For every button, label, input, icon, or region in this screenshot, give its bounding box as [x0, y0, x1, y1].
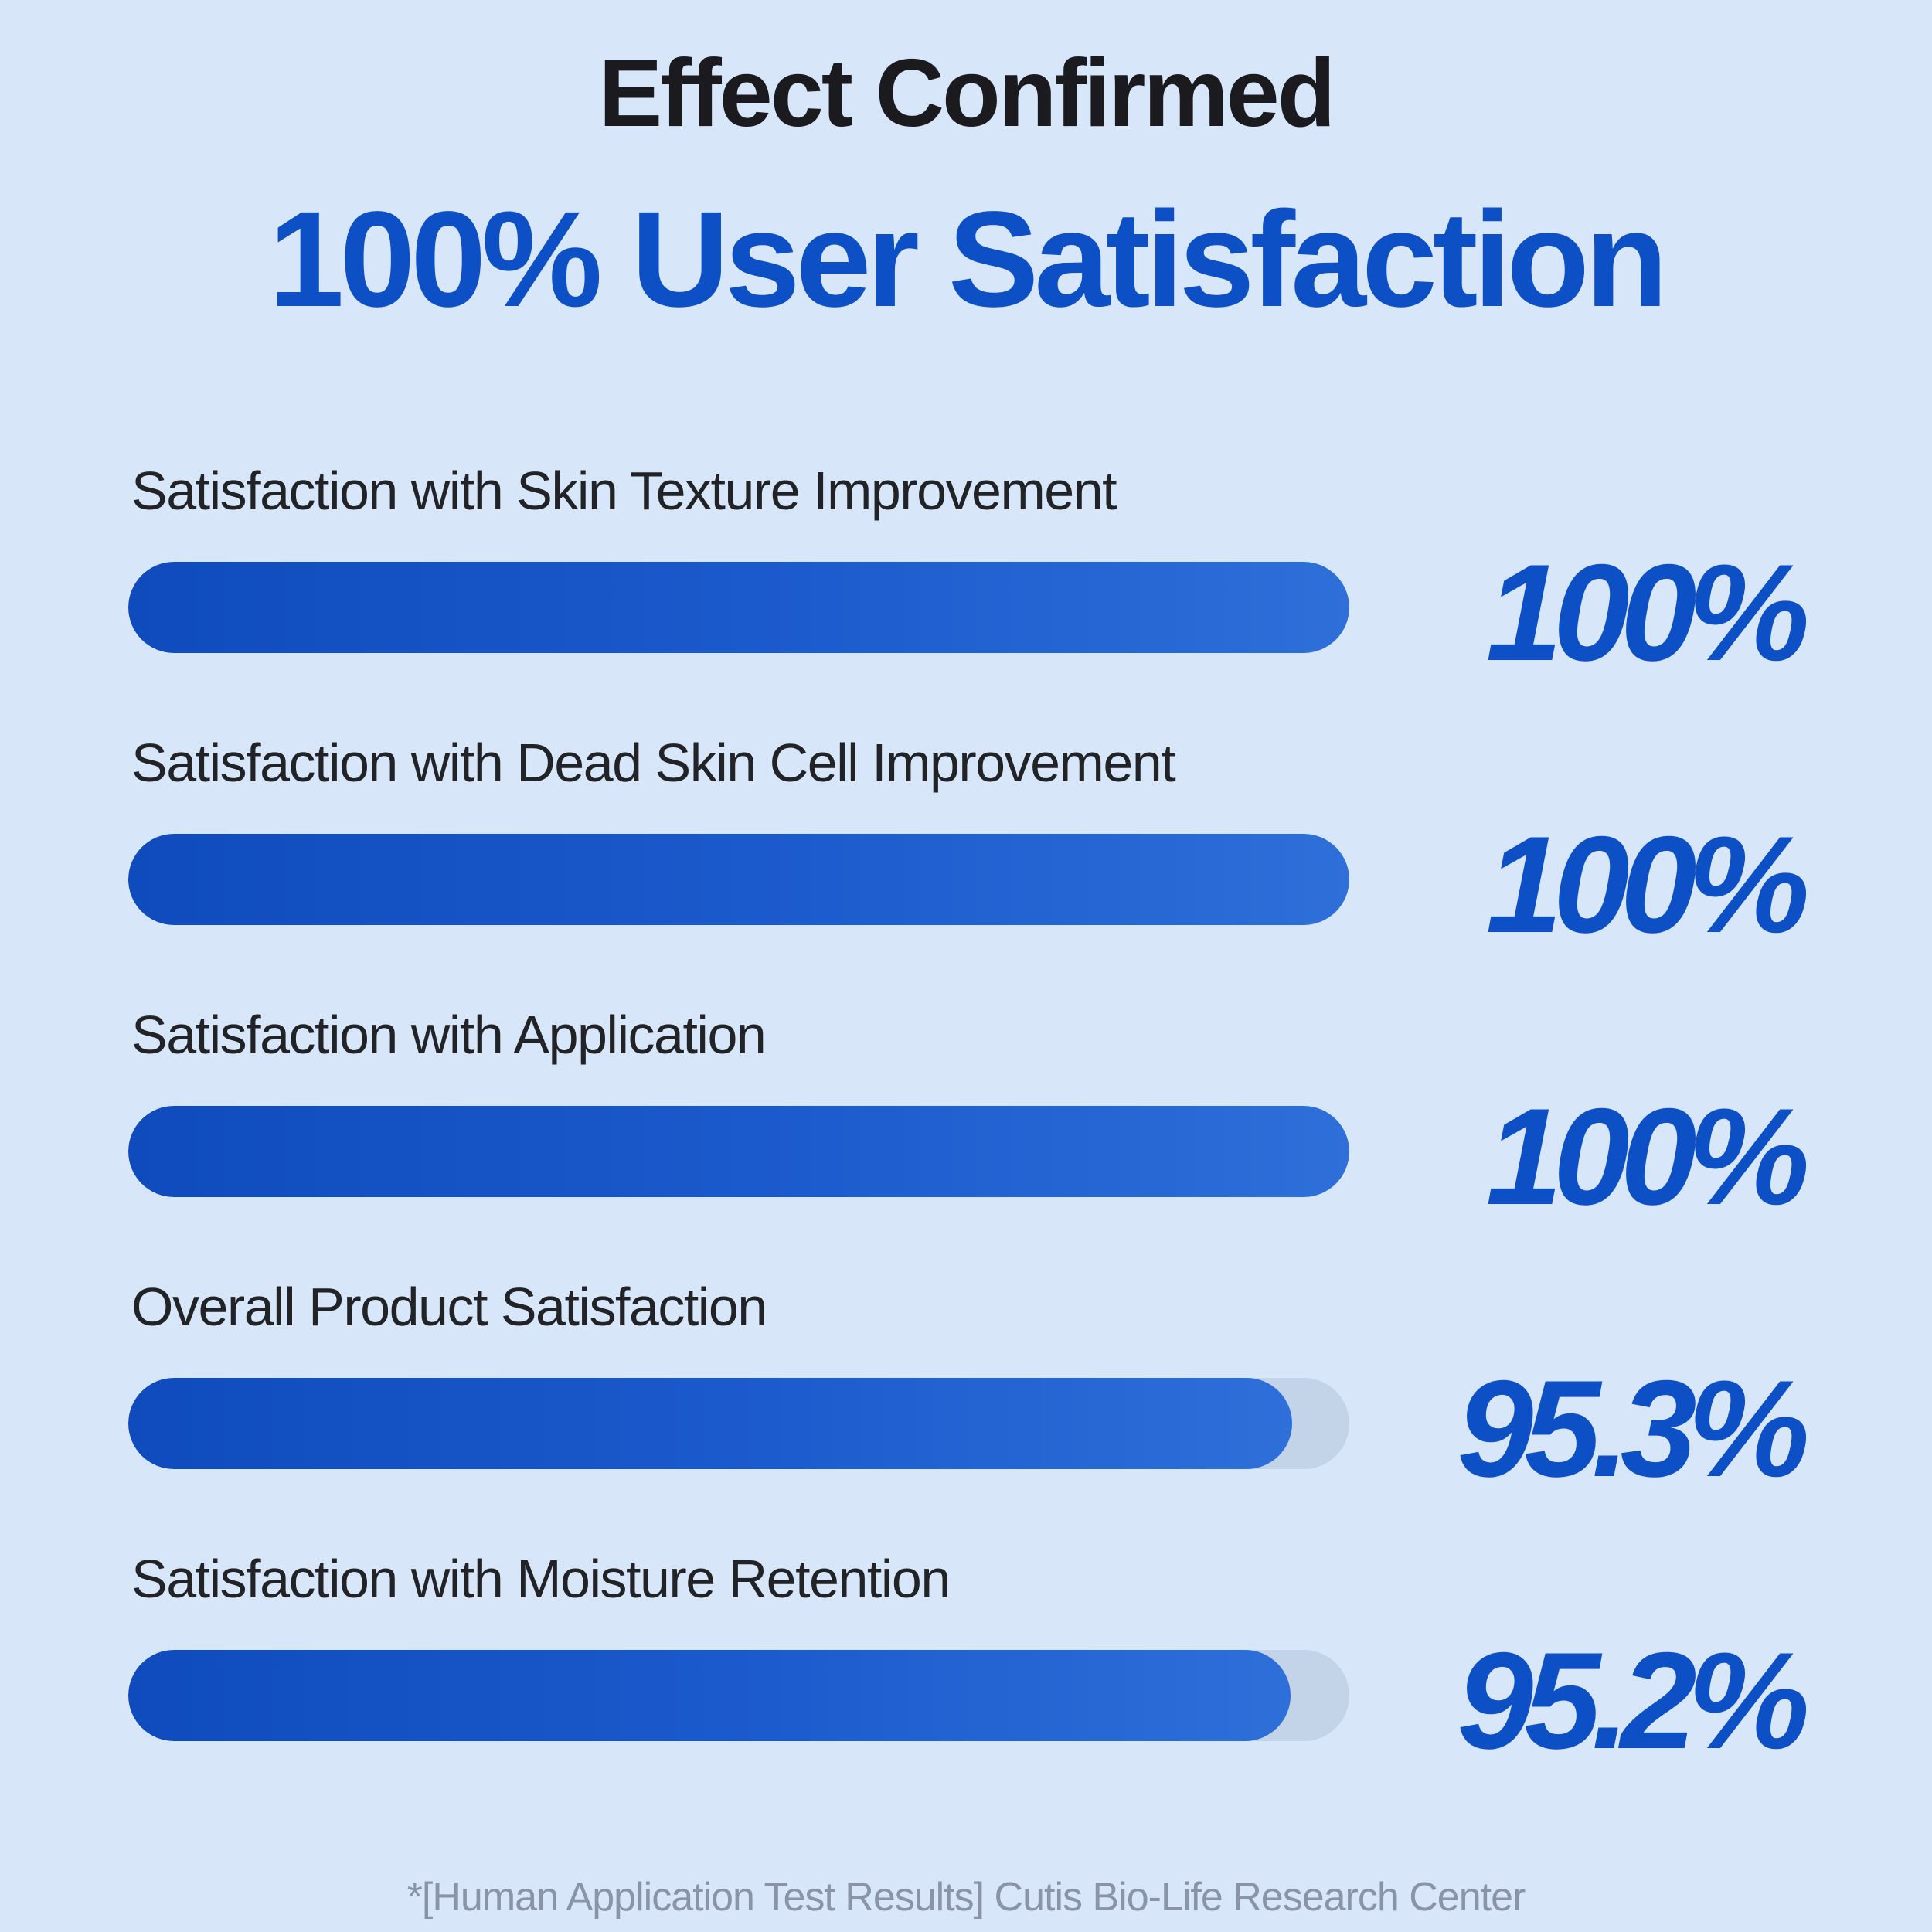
metric-value-label: 95.2%	[1457, 1624, 1810, 1777]
metric-row: Satisfaction with Dead Skin Cell Improve…	[0, 732, 1932, 961]
bar-fill	[128, 834, 1349, 925]
metric-value-label: 100%	[1485, 1080, 1810, 1233]
metric-label: Satisfaction with Moisture Retention	[131, 1549, 951, 1609]
metric-label: Satisfaction with Skin Texture Improveme…	[131, 461, 1117, 521]
bar-track	[128, 1378, 1349, 1469]
metric-value-label: 100%	[1485, 536, 1810, 689]
bar-track	[128, 1106, 1349, 1197]
metric-label: Overall Product Satisfaction	[131, 1277, 767, 1337]
metric-row: Satisfaction with Application 100%	[0, 1004, 1932, 1233]
metric-row: Overall Product Satisfaction 95.3%	[0, 1276, 1932, 1505]
bar-track	[128, 1650, 1349, 1741]
source-footnote: *[Human Application Test Results] Cutis …	[406, 1875, 1526, 1920]
metric-value-label: 95.3%	[1457, 1352, 1810, 1505]
metric-row: Satisfaction with Moisture Retention 95.2…	[0, 1548, 1932, 1777]
kicker-title: Effect Confirmed	[598, 40, 1336, 147]
metric-label: Satisfaction with Dead Skin Cell Improve…	[131, 733, 1176, 793]
bar-track	[128, 834, 1349, 925]
bar-fill	[128, 1650, 1291, 1741]
metric-label: Satisfaction with Application	[131, 1005, 767, 1065]
bar-fill	[128, 562, 1349, 653]
metric-row: Satisfaction with Skin Texture Improveme…	[0, 460, 1932, 689]
bar-track	[128, 562, 1349, 653]
headline-title: 100% User Satisfaction	[268, 184, 1668, 335]
bar-fill	[128, 1378, 1292, 1469]
metric-value-label: 100%	[1485, 808, 1810, 961]
bar-fill	[128, 1106, 1349, 1197]
